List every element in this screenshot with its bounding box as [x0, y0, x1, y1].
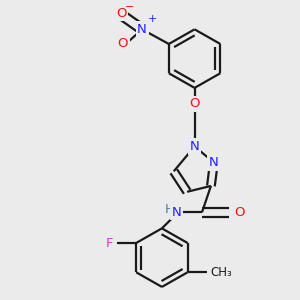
Text: O: O — [189, 98, 200, 110]
Text: +: + — [148, 14, 157, 24]
Text: F: F — [106, 236, 113, 250]
Text: −: − — [125, 2, 134, 11]
Text: N: N — [209, 156, 219, 169]
Text: N: N — [172, 206, 182, 219]
Text: O: O — [116, 7, 127, 20]
Text: N: N — [190, 140, 200, 153]
Text: O: O — [118, 38, 128, 50]
Text: N: N — [137, 23, 147, 36]
Text: CH₃: CH₃ — [210, 266, 232, 279]
Text: O: O — [234, 206, 244, 219]
Text: H: H — [164, 203, 174, 216]
